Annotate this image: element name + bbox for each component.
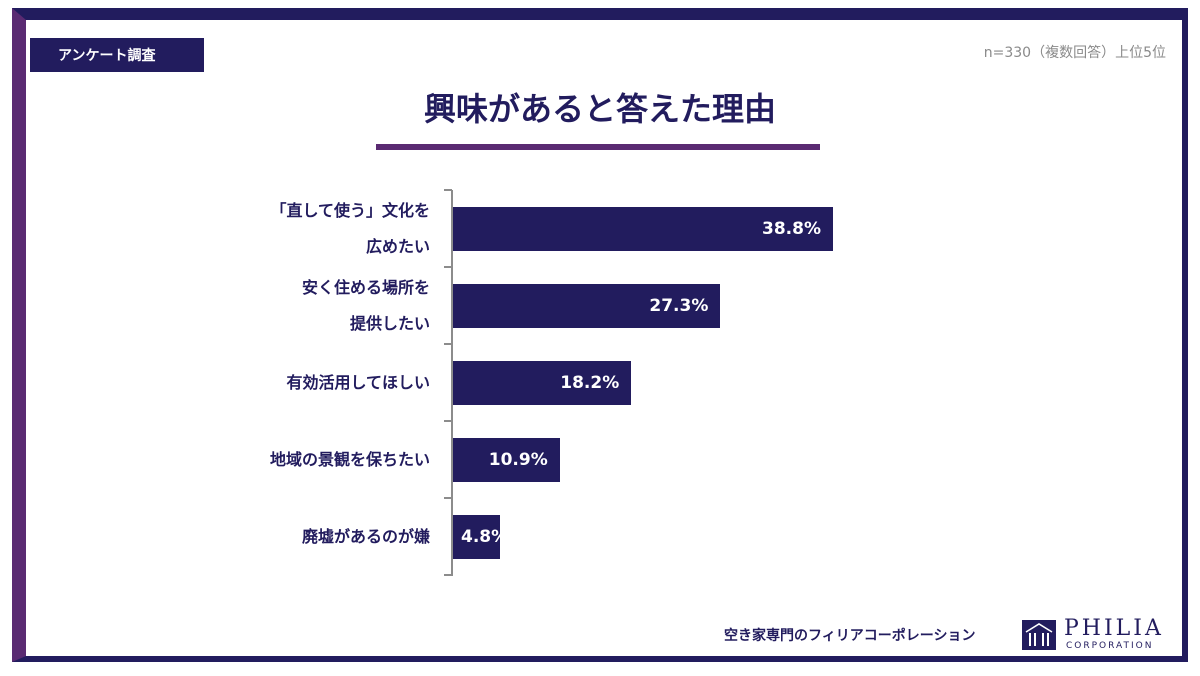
category-label-line: 「直して使う」文化を (270, 200, 430, 220)
category-axis (451, 190, 453, 576)
category-label-line: 有効活用してほしい (286, 372, 430, 392)
category-label: 「直して使う」文化を広めたい (270, 193, 430, 265)
category-label-line: 提供したい (349, 313, 430, 333)
axis-tick (444, 189, 452, 191)
chart-title: 興味があると答えた理由 (423, 90, 776, 128)
bar (453, 360, 632, 405)
survey-tag: アンケート調査 (30, 38, 204, 72)
category-label-line: 広めたい (365, 236, 430, 256)
axis-tick (444, 266, 452, 268)
bar-value-label: 10.9% (488, 449, 548, 470)
axis-tick (444, 497, 452, 499)
category-label-line: 地域の景観を保ちたい (269, 449, 430, 469)
bar (453, 283, 721, 328)
category-label-line: 廃墟があるのが嫌 (301, 526, 430, 546)
category-label: 有効活用してほしい (286, 365, 430, 401)
survey-tag-label: アンケート調査 (58, 48, 156, 64)
bar-value-label: 27.3% (649, 295, 709, 316)
bar (453, 514, 500, 559)
axis-tick (444, 574, 452, 576)
category-label-line: 安く住める場所を (301, 277, 430, 297)
axis-tick (444, 343, 452, 345)
bar (453, 437, 560, 482)
bar (453, 206, 833, 251)
logo-name: PHILIA (1064, 616, 1164, 641)
slide-frame (12, 8, 1188, 662)
building-logo-icon (1022, 620, 1056, 650)
logo-subtitle: CORPORATION (1066, 641, 1154, 651)
bar-value-label: 18.2% (560, 372, 620, 393)
category-label: 地域の景観を保ちたい (270, 442, 430, 478)
company-text: 空き家専門のフィリアコーポレーション (724, 628, 976, 644)
axis-tick (444, 420, 452, 422)
category-label: 安く住める場所を提供したい (302, 270, 430, 342)
sample-note: n=330（複数回答）上位5位 (983, 45, 1166, 61)
bar-value-label: 4.8% (461, 526, 500, 547)
title-underline (376, 144, 820, 150)
category-label: 廃墟があるのが嫌 (302, 519, 430, 555)
bar-value-label: 38.8% (762, 218, 821, 239)
